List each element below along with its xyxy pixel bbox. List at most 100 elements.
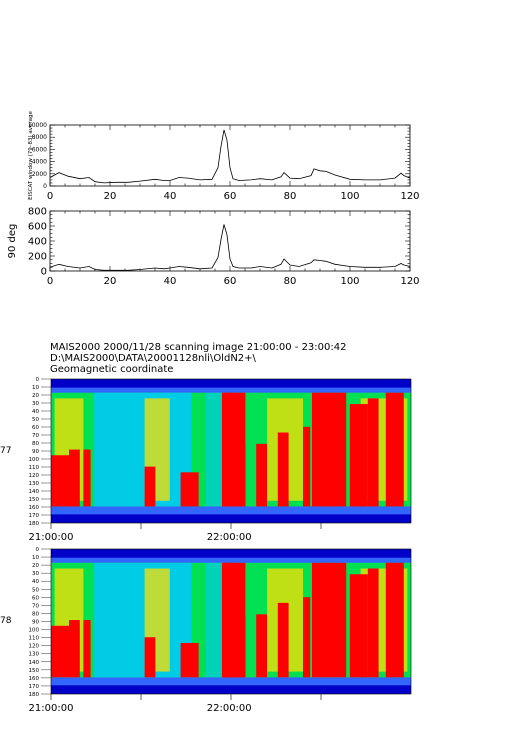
- header-coordinate: Geomagnetic coordinate: [50, 364, 174, 375]
- heatmap-2-burst: [256, 443, 267, 507]
- heatmap-2-ytick-label: 170: [29, 513, 40, 519]
- heatmap-2-ytick-label: 120: [29, 473, 40, 479]
- line-1-ytick-label: 800: [28, 207, 47, 218]
- heatmap-3-ytick-label: 100: [29, 628, 40, 634]
- heatmap-2-burst: [144, 466, 156, 507]
- line-1-ytick-label: 200: [28, 252, 47, 263]
- heatmap-3-burst: [303, 597, 311, 678]
- line-1-series: [49, 224, 411, 271]
- line-1-frame: [49, 210, 411, 272]
- line-1-ytick-label: 0: [41, 267, 47, 278]
- heatmap-3-ytick-label: 180: [29, 692, 40, 698]
- heatmap-2-burst: [83, 449, 91, 507]
- line-1-ytick-label: 600: [28, 222, 47, 233]
- heatmap-2-ytick-label: 180: [29, 521, 40, 527]
- heatmap-2-image: [51, 379, 411, 523]
- line-1-xtick-label: 80: [284, 276, 297, 287]
- heatmap-2-ytick-label: 100: [29, 457, 40, 463]
- line-0-xtick-label: 120: [400, 191, 419, 202]
- heatmap-2-ytick-label: 10: [32, 385, 39, 391]
- heatmap-2-ytick-label: 70: [32, 433, 39, 439]
- heatmap-2-ytick-label: 30: [32, 401, 39, 407]
- heatmap-3-ytick-label: 90: [32, 620, 39, 626]
- line-0-xtick-label: 20: [104, 191, 117, 202]
- heatmap-3-ytick-label: 130: [29, 652, 40, 658]
- heatmap-3-ytick-label: 30: [32, 571, 39, 577]
- heatmap-3-burst: [277, 602, 289, 678]
- heatmap-2-burst: [51, 455, 69, 507]
- heatmap-3-ytick-label: 110: [29, 636, 40, 642]
- heatmap-2-low-region-2: [205, 392, 224, 507]
- line-0-xtick-label: 40: [164, 191, 177, 202]
- heatmap-3-ytick-label: 70: [32, 603, 39, 609]
- header-title: MAIS2000 2000/11/28 scanning image 21:00…: [50, 342, 347, 353]
- line-1-xtick-label: 60: [224, 276, 237, 287]
- line-0-series: [49, 129, 411, 184]
- heatmap-2-burst: [303, 426, 311, 507]
- heatmap-3-ytick-label: 140: [29, 660, 40, 666]
- heatmap-3-burst: [144, 637, 156, 678]
- heatmap-3-burst: [312, 562, 347, 678]
- heatmap-3-ytick-label: 160: [29, 676, 40, 682]
- heatmap-2-ytick-label: 60: [32, 425, 39, 431]
- heatmap-2-side-label: 77: [0, 446, 11, 456]
- heatmap-2-burst: [385, 392, 404, 507]
- line-1-ylabel: 90 deg: [7, 224, 18, 259]
- line-0-ytick-label: 2000: [32, 171, 47, 178]
- line-0-ytick-label: 0: [43, 183, 47, 190]
- heatmap-3-ytick-label: 0: [36, 547, 40, 553]
- line-0-ylabel: EISCAT window (79–83) average: [28, 110, 34, 199]
- heatmap-3-image: [51, 549, 411, 694]
- line-0-ytick-label: 4000: [32, 159, 47, 166]
- heatmap-2-burst: [349, 404, 368, 507]
- heatmap-3-burst: [69, 620, 80, 678]
- line-1-xtick-label: 40: [164, 276, 177, 287]
- heatmap-2-burst: [277, 432, 289, 507]
- line-0-xtick-label: 100: [340, 191, 359, 202]
- heatmap-3-ytick-label: 40: [32, 579, 39, 585]
- heatmap-3-ytick-label: 120: [29, 644, 40, 650]
- heatmap-2-xtick-label: 21:00:00: [29, 532, 74, 543]
- heatmap-2-ytick-label: 50: [32, 417, 39, 423]
- line-1-xtick-label: 20: [104, 276, 117, 287]
- heatmap-3-burst: [222, 562, 246, 678]
- heatmap-3-burst: [349, 574, 368, 678]
- heatmap-2-xtick-label: 22:00:00: [207, 532, 252, 543]
- line-0-xtick-label: 60: [224, 191, 237, 202]
- line-0-ytick-label: 10000: [28, 122, 47, 129]
- line-0-xtick-label: 80: [284, 191, 297, 202]
- line-0-ytick-label: 6000: [32, 146, 47, 153]
- heatmap-3-ytick-label: 60: [32, 595, 39, 601]
- heatmap-2-low-region: [94, 392, 192, 507]
- line-1-xtick-label: 100: [340, 276, 359, 287]
- heatmap-2-ytick-label: 20: [32, 393, 39, 399]
- line-1-xtick-label: 120: [400, 276, 419, 287]
- heatmap-3-xtick-label: 22:00:00: [207, 703, 252, 714]
- heatmap-2-ytick-label: 110: [29, 465, 40, 471]
- header-path: D:\MAIS2000\DATA\20001128nli\OldN2+\: [50, 353, 256, 364]
- heatmap-3-ytick-label: 80: [32, 611, 39, 617]
- heatmap-3-ytick-label: 150: [29, 668, 40, 674]
- line-1-ytick-label: 400: [28, 237, 47, 248]
- line-0-frame: [49, 124, 411, 187]
- heatmap-2-ytick-label: 80: [32, 441, 39, 447]
- heatmap-3-low-region: [94, 562, 192, 678]
- heatmap-2-ytick-label: 160: [29, 505, 40, 511]
- heatmap-2-ytick-label: 150: [29, 497, 40, 503]
- heatmap-2-ytick-label: 40: [32, 409, 39, 415]
- heatmap-3-low-region-2: [205, 562, 224, 678]
- heatmap-2-burst: [222, 392, 246, 507]
- line-0-xtick-label: 0: [47, 191, 53, 202]
- heatmap-3-xtick-label: 21:00:00: [29, 703, 74, 714]
- heatmap-2-burst: [69, 449, 80, 507]
- heatmap-3-ytick-label: 10: [32, 555, 39, 561]
- heatmap-2-burst: [180, 472, 199, 507]
- heatmap-3-ytick-label: 170: [29, 684, 40, 690]
- heatmap-2-ytick-label: 140: [29, 489, 40, 495]
- heatmap-3-burst: [51, 625, 69, 678]
- heatmap-3-burst: [256, 614, 267, 678]
- heatmap-2-burst: [312, 392, 347, 507]
- heatmap-2-burst: [367, 398, 379, 507]
- line-0-ytick-label: 8000: [32, 134, 47, 141]
